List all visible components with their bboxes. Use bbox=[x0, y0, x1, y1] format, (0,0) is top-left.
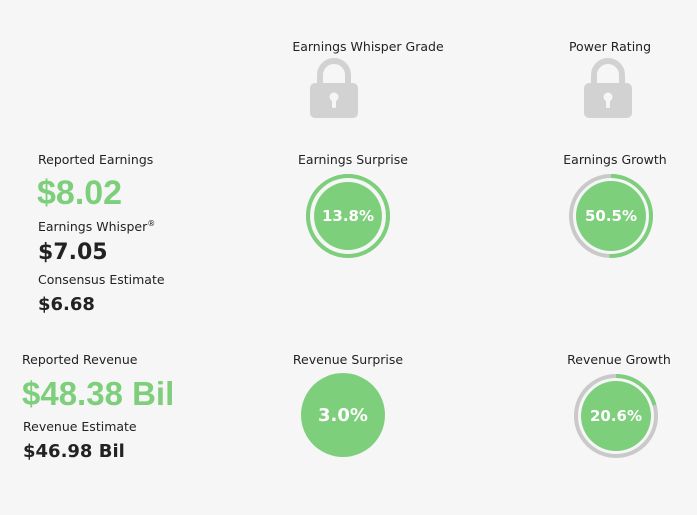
gauge-ring bbox=[301, 373, 385, 457]
registered-mark: ® bbox=[147, 219, 156, 228]
gauge-progress-arc bbox=[306, 174, 390, 258]
consensus-estimate-label: Consensus Estimate bbox=[38, 272, 165, 287]
gauge-fill-disc bbox=[314, 182, 382, 250]
earnings-growth-label: Earnings Growth bbox=[563, 152, 667, 167]
earnings-whisper-grade-label: Earnings Whisper Grade bbox=[292, 39, 444, 54]
gauge-fill-disc bbox=[581, 381, 651, 451]
gauge-progress-arc bbox=[574, 374, 658, 458]
gauge-ring bbox=[574, 374, 658, 458]
reported-revenue-label: Reported Revenue bbox=[22, 352, 138, 367]
revenue-surprise-label: Revenue Surprise bbox=[292, 352, 404, 367]
grade-lock-icon bbox=[309, 56, 359, 118]
earnings-surprise-value: 13.8% bbox=[321, 207, 375, 225]
gauge-fill-disc bbox=[576, 181, 646, 251]
earnings-whisper-label: Earnings Whisper® bbox=[38, 219, 155, 234]
revenue-growth-gauge: 20.6% bbox=[573, 373, 659, 459]
revenue-growth-label: Revenue Growth bbox=[567, 352, 671, 367]
revenue-estimate-label: Revenue Estimate bbox=[23, 419, 137, 434]
revenue-surprise-gauge: 3.0% bbox=[301, 373, 385, 457]
earnings-whisper-text: Earnings Whisper bbox=[38, 219, 148, 234]
gauge-ring bbox=[569, 174, 653, 258]
earnings-growth-value: 50.5% bbox=[584, 207, 638, 225]
earnings-surprise-gauge: 13.8% bbox=[305, 173, 391, 259]
gauge-progress-arc bbox=[569, 174, 653, 258]
revenue-surprise-value: 3.0% bbox=[318, 404, 368, 426]
earnings-whisper-value: $7.05 bbox=[38, 240, 108, 265]
earnings-growth-gauge: 50.5% bbox=[568, 173, 654, 259]
power-rating-label: Power Rating bbox=[568, 39, 652, 54]
consensus-estimate-value: $6.68 bbox=[38, 294, 95, 315]
power-rating-lock-icon bbox=[583, 56, 633, 118]
revenue-growth-value: 20.6% bbox=[589, 407, 643, 425]
gauge-fill-disc bbox=[301, 373, 385, 457]
earnings-surprise-label: Earnings Surprise bbox=[298, 152, 408, 167]
reported-revenue-value: $48.38 Bil bbox=[22, 375, 175, 412]
reported-earnings-value: $8.02 bbox=[37, 174, 123, 212]
gauge-ring bbox=[306, 174, 390, 258]
revenue-estimate-value: $46.98 Bil bbox=[23, 441, 125, 462]
reported-earnings-label: Reported Earnings bbox=[38, 152, 154, 167]
